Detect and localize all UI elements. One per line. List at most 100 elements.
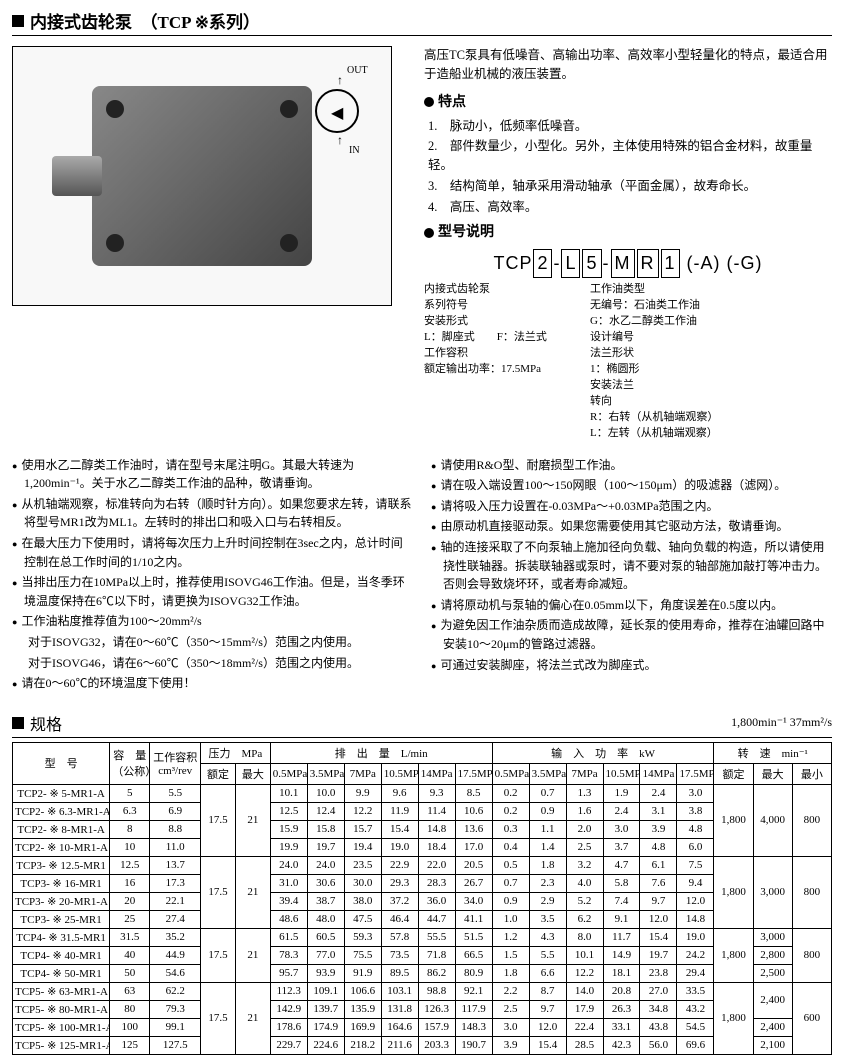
cell-power: 33.5 [677, 982, 714, 1000]
in-label: IN [349, 145, 360, 156]
cell-power: 11.7 [603, 928, 640, 946]
cell-flow: 8.5 [455, 784, 492, 802]
col-cap: 容 量（公称） [110, 742, 150, 784]
cell-power: 3.2 [566, 856, 603, 874]
cell-flow: 41.1 [455, 910, 492, 928]
cell-speed-rated: 1,800 [714, 982, 753, 1054]
cell-flow: 15.9 [270, 820, 307, 838]
cell-power: 20.8 [603, 982, 640, 1000]
pump-bolt [106, 234, 124, 252]
note-item: 由原动机直接驱动泵。如果您需要使用其它驱动方法，敬请垂询。 [431, 517, 832, 536]
cell-power: 6.6 [529, 964, 566, 982]
model-title: 型号说明 [438, 222, 494, 243]
cell-power: 28.5 [566, 1036, 603, 1054]
cell-press-max: 21 [235, 856, 270, 928]
description-column: 高压TC泵具有低噪音、高输出功率、高效率小型轻量化的特点，最适合用于造船业机械的… [424, 46, 832, 442]
model-label: 工作容积 [424, 346, 584, 362]
cell-flow: 135.9 [344, 1000, 381, 1018]
model-label: 工作油类型 [590, 282, 832, 298]
cell-press-rated: 17.5 [201, 928, 236, 982]
note-item: 对于ISOVG32，请在0～60℃（350～15mm²/s）范围之内使用。 [12, 633, 413, 652]
model-label: R：右转（从机轴端观察） [590, 410, 832, 426]
pump-shaft [52, 156, 102, 196]
cell-power: 3.0 [492, 1018, 529, 1036]
model-p2: L [561, 249, 580, 278]
cell-disp: 27.4 [150, 910, 201, 928]
col-flow-mpa: 0.5MPa [270, 763, 307, 784]
cell-power: 2.0 [566, 820, 603, 838]
col-flow-mpa: 3.5MPa [307, 763, 344, 784]
col-flow: 排 出 量 L/min [270, 742, 492, 763]
col-model: 型 号 [13, 742, 110, 784]
col-press-max: 最大 [235, 763, 270, 784]
feature-item: 3. 结构简单，轴承采用滑动轴承（平面金属），故寿命长。 [428, 177, 832, 196]
cell-speed-min: 800 [792, 856, 831, 928]
cell-flow: 29.3 [381, 874, 418, 892]
cell-disp: 99.1 [150, 1018, 201, 1036]
spec-table-head: 型 号容 量（公称）工作容积cm³/rev压力 MPa排 出 量 L/min输 … [13, 742, 832, 784]
cell-cap: 5 [110, 784, 150, 802]
cell-model: TCP5- ※ 63-MR1-A [13, 982, 110, 1000]
col-power-mpa: 17.5MPa [677, 763, 714, 784]
cell-cap: 100 [110, 1018, 150, 1036]
intro-text: 高压TC泵具有低噪音、高输出功率、高效率小型轻量化的特点，最适合用于造船业机械的… [424, 46, 832, 84]
cell-disp: 6.9 [150, 802, 201, 820]
cell-flow: 36.0 [418, 892, 455, 910]
cell-flow: 86.2 [418, 964, 455, 982]
note-item: 工作油粘度推荐值为100～20mm²/s [12, 612, 413, 631]
spec-units: 1,800min⁻¹ 37mm²/s [731, 715, 832, 730]
cell-disp: 13.7 [150, 856, 201, 874]
note-item: 轴的连接采取了不向泵轴上施加径向负载、轴向负载的构造，所以请使用挠性联轴器。拆装… [431, 538, 832, 594]
cell-flow: 17.0 [455, 838, 492, 856]
cell-power: 0.3 [492, 820, 529, 838]
cell-flow: 178.6 [270, 1018, 307, 1036]
cell-disp: 54.6 [150, 964, 201, 982]
table-row: TCP3- ※ 25-MR12527.448.648.047.546.444.7… [13, 910, 832, 928]
cell-flow: 139.7 [307, 1000, 344, 1018]
cell-model: TCP2- ※ 5-MR1-A [13, 784, 110, 802]
out-label: OUT [347, 65, 368, 76]
cell-flow: 38.0 [344, 892, 381, 910]
model-label: 安装法兰 [590, 378, 832, 394]
cell-flow: 148.3 [455, 1018, 492, 1036]
cell-model: TCP5- ※ 80-MR1-A [13, 1000, 110, 1018]
note-item: 使用水乙二醇类工作油时，请在型号末尾注明G。其最大转速为1,200min⁻¹。关… [12, 456, 413, 493]
cell-flow: 20.5 [455, 856, 492, 874]
cell-speed-max: 2,100 [753, 1036, 792, 1054]
cell-power: 7.4 [603, 892, 640, 910]
cell-power: 2.3 [529, 874, 566, 892]
col-speed-rated: 额定 [714, 763, 753, 784]
title-square-icon [12, 717, 24, 729]
notes-right: 请使用R&O型、耐磨损型工作油。请在吸入端设置100～150网眼（100～150… [431, 456, 832, 695]
cell-power: 2.2 [492, 982, 529, 1000]
cell-power: 1.9 [603, 784, 640, 802]
note-item: 请将原动机与泵轴的偏心在0.05mm以下，角度误差在0.5度以内。 [431, 596, 832, 615]
title-square-icon [12, 15, 24, 27]
cell-flow: 164.6 [381, 1018, 418, 1036]
table-row: TCP2- ※ 6.3-MR1-A6.36.912.512.412.211.91… [13, 802, 832, 820]
model-p3: 5 [582, 249, 601, 278]
cell-speed-min: 800 [792, 928, 831, 982]
cell-press-rated: 17.5 [201, 982, 236, 1054]
feature-item: 1. 脉动小，低频率低噪音。 [428, 117, 832, 136]
cell-speed-max: 2,500 [753, 964, 792, 982]
cell-power: 0.5 [492, 856, 529, 874]
cell-power: 1.3 [566, 784, 603, 802]
cell-flow: 44.7 [418, 910, 455, 928]
pump-bolt [280, 234, 298, 252]
triangle-icon: ◀ [331, 103, 343, 123]
features-title: 特点 [438, 92, 466, 113]
cell-power: 5.8 [603, 874, 640, 892]
table-row: TCP2- ※ 5-MR1-A55.517.52110.110.09.99.69… [13, 784, 832, 802]
spec-title: 规格 [30, 711, 62, 735]
cell-speed-max: 2,400 [753, 1018, 792, 1036]
model-prefix: TCP [493, 253, 532, 273]
cell-flow: 14.8 [418, 820, 455, 838]
cell-power: 3.5 [529, 910, 566, 928]
cell-power: 4.7 [603, 856, 640, 874]
pump-bolt [106, 100, 124, 118]
cell-power: 9.7 [640, 892, 677, 910]
note-item: 请在0～60℃的环境温度下使用！ [12, 674, 413, 693]
cell-power: 2.9 [529, 892, 566, 910]
cell-flow: 24.0 [270, 856, 307, 874]
